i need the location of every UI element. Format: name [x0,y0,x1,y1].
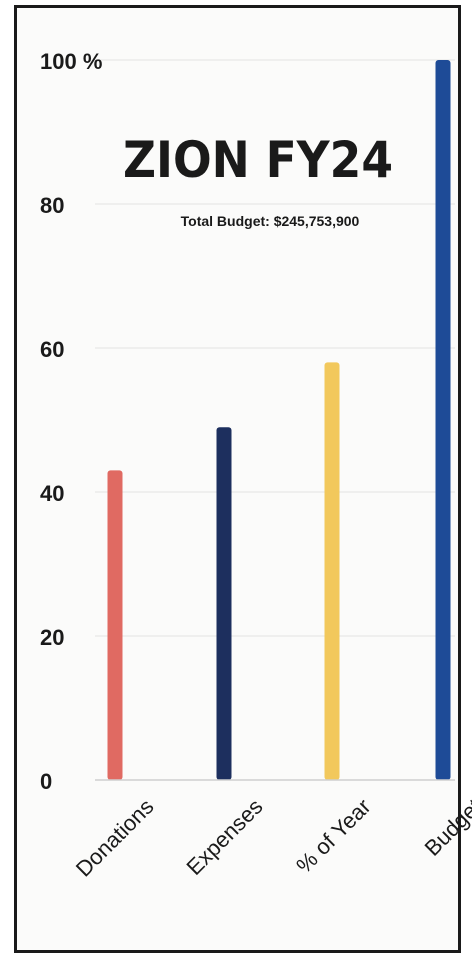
y-tick-label: 60 [40,337,64,362]
bar-of-year [324,362,340,780]
y-tick-label: 40 [40,481,64,506]
x-tick-label: Donations [71,794,159,882]
y-tick-label: 80 [40,193,64,218]
y-tick-label: 20 [40,625,64,650]
chart-title: ZION FY24 [123,131,393,189]
x-tick-label: Expenses [182,794,268,880]
x-tick-labels: Donations Expenses % of Year Budget [71,794,472,882]
y-tick-label: 0 [40,769,52,794]
bar-budget [435,60,451,780]
bars [107,60,451,780]
x-tick-label: Budget [420,794,472,861]
chart-frame [14,5,461,953]
bar-donations [107,470,123,780]
bar-expenses [216,427,232,780]
x-tick-label: % of Year [291,794,375,878]
gridlines [95,59,455,637]
chart-subtitle: Total Budget: $245,753,900 [181,213,360,229]
y-tick-labels: 0 20 40 60 80 100 % [40,49,102,794]
y-tick-label: 100 % [40,49,102,74]
